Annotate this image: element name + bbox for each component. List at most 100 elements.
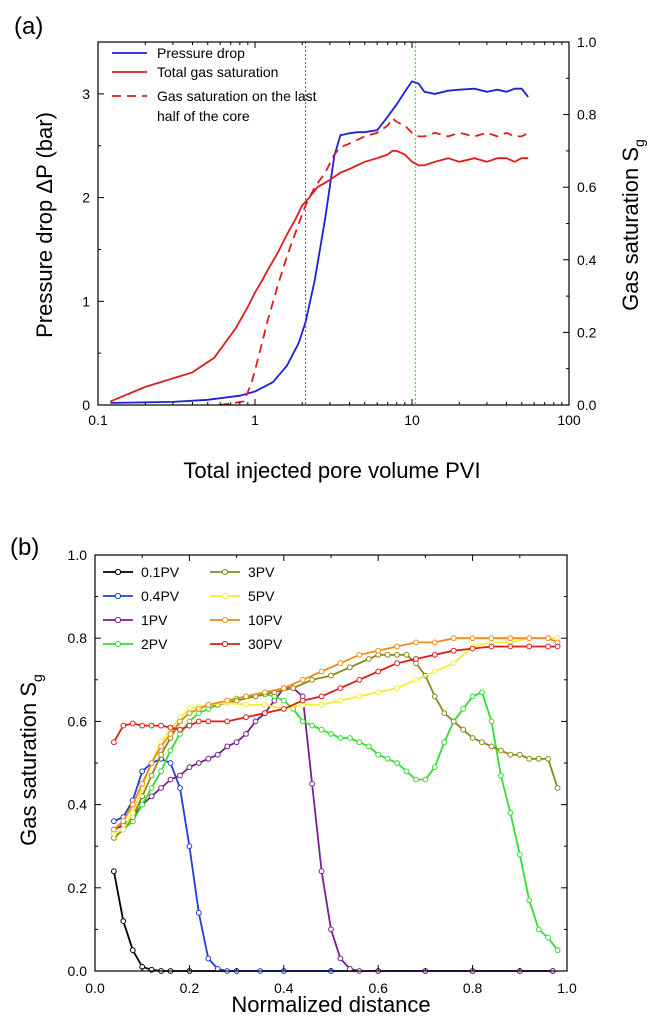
left-y-tick-label: 0 [82,397,90,413]
legend-marker-5pv [221,592,229,600]
data-point-10pv [262,689,268,696]
x-tick-label: 1 [251,412,259,428]
data-point-2pv [337,735,344,741]
panel-b-y-axis-title-subscript: g [29,674,45,682]
data-point-3pv [507,751,514,758]
data-point-3pv [403,651,410,658]
data-point-2pv [507,810,514,816]
data-point-10pv [413,639,419,646]
data-point-30pv [243,714,249,721]
data-point-30pv [120,722,127,729]
data-point-2pv [498,772,504,779]
panel-b-x-axis-title: Normalized distance [231,992,430,1017]
data-point-10pv [195,706,202,712]
panel-a-plot-area [110,42,529,406]
data-point-3pv [545,755,551,762]
data-point-2pv [554,947,561,954]
data-point-1pv [195,760,202,766]
y-tick-label: 0.0 [68,963,88,979]
data-point-2pv [347,735,353,741]
data-point-3pv [365,656,372,662]
data-point-0-1pv [120,918,127,924]
left-y-tick-label: 1 [82,293,90,309]
data-point-10pv [129,801,136,808]
right-y-tick-label: 0.6 [577,179,597,195]
data-point-2pv [356,739,363,746]
legend-label-gas-saturation-on-the-last-half-of-the-core: Gas saturation on the last half of the co… [157,88,317,124]
data-point-5pv [394,685,401,691]
data-point-3pv [516,751,523,758]
data-point-5pv [243,701,249,708]
data-point-30pv [205,718,212,725]
data-point-10pv [337,660,344,667]
panel-b-axes: 0.0 0.2 0.4 0.6 0.8 1.0 0.0 0.2 0.4 0.6 0.8 1.0 [68,547,577,996]
data-point-30pv [148,722,155,729]
data-point-1pv [167,776,174,783]
x-tick-label: 0.6 [368,980,388,996]
data-point-30pv [186,722,193,729]
data-point-30pv [469,645,476,652]
data-point-2pv [535,926,542,933]
data-point-0-1pv [111,868,117,875]
data-point-10pv [394,643,401,650]
data-point-30pv [545,643,551,650]
x-tick-label: 1.0 [557,980,577,996]
data-point-10pv [167,731,174,737]
data-point-3pv [554,785,561,791]
data-point-0-4pv [167,760,174,766]
data-point-3pv [498,747,504,754]
data-point-2pv [158,768,165,775]
data-point-0-1pv [129,947,136,954]
data-point-30pv [431,651,438,658]
data-point-3pv [347,664,353,671]
series-line-0-1pv [113,871,553,972]
data-point-30pv [450,647,457,654]
legend-marker-1pv [114,616,122,624]
data-point-2pv [375,751,382,758]
data-point-3pv [148,772,155,779]
series-line-pressure-drop [110,80,529,404]
panel-a-right-axis-title: Gas saturation Sg [618,139,647,311]
data-point-3pv [309,676,316,683]
legend-label-total-gas-saturation: Total gas saturation [157,64,278,80]
data-point-30pv [375,668,382,675]
data-point-0-4pv [177,785,183,791]
data-point-2pv [413,776,419,783]
data-point-3pv [526,755,533,762]
data-point-10pv [318,668,325,675]
right-y-tick-label: 0.8 [577,107,597,123]
series-line-10pv [113,637,558,831]
data-point-30pv [337,685,344,691]
data-point-5pv [356,693,363,700]
data-point-10pv [375,647,382,654]
data-point-10pv [177,718,183,725]
data-point-3pv [394,651,401,658]
panel-b-y-axis-title-main: Gas saturation S [16,682,41,846]
data-point-1pv [205,755,212,762]
x-tick-label: 10 [404,412,420,428]
data-point-10pv [158,743,165,750]
data-point-10pv [186,710,193,716]
data-point-10pv [120,818,127,825]
right-y-tick-label: 0.0 [577,397,597,413]
legend-marker-10pv [221,616,229,624]
legend-label-line: Gas saturation on the last [157,88,317,104]
panel-a: (a) 0.1 1 10 100 0 1 2 3 0.0 0.2 0.4 0.6 0.8 1.0 Pres… [14,13,647,483]
data-point-30pv [177,726,183,733]
data-point-10pv [507,635,514,642]
panel-a-legend: Pressure drop Total gas saturation Gas sat… [112,45,317,124]
data-point-10pv [450,635,457,642]
data-point-2pv [469,693,476,700]
data-point-1pv [233,739,240,746]
data-point-10pv [356,651,363,658]
data-point-10pv [224,697,231,704]
data-point-30pv [299,697,306,704]
data-point-30pv [224,718,231,725]
left-y-tick-label: 3 [82,86,90,102]
data-point-3pv [479,739,485,746]
legend-label-2pv: 2PV [141,636,168,652]
data-point-1pv [309,780,316,787]
data-point-0-4pv [205,955,212,962]
data-point-30pv [554,643,561,650]
